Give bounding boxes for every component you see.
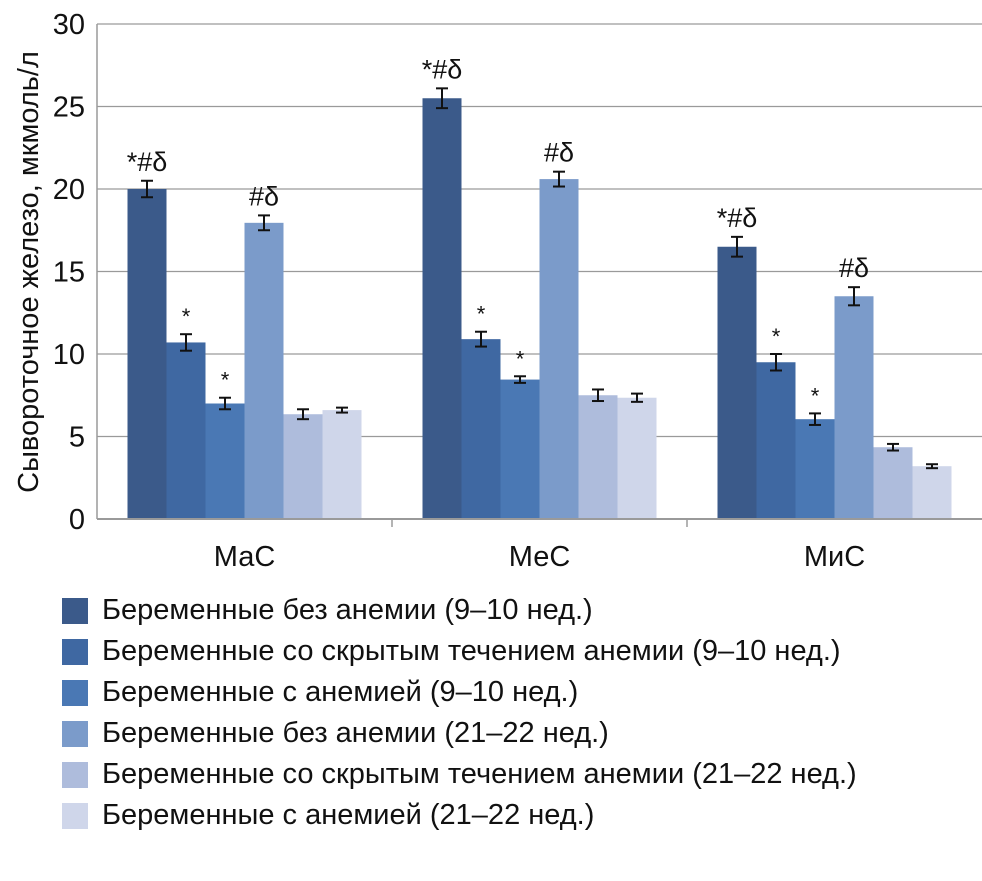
bar-chart: Сывороточное железо, мкмоль/л *#δ**#δ*#δ… [13, 9, 982, 573]
legend-label: Беременные со скрытым течением анемии (2… [102, 758, 857, 790]
legend-swatch [62, 802, 88, 829]
bar [205, 403, 245, 519]
y-tick-label: 20 [53, 174, 85, 206]
legend-label: Беременные без анемии (9–10 нед.) [102, 594, 593, 626]
error-bar [631, 392, 643, 403]
bar [127, 189, 167, 519]
error-bar [848, 286, 860, 307]
legend-item: Беременные без анемии (21–22 нед.) [62, 713, 857, 754]
significance-label: *#δ [422, 54, 463, 84]
y-tick-label: 5 [69, 422, 85, 454]
error-bar [926, 463, 938, 470]
legend-swatch [62, 679, 88, 706]
significance-label: * [221, 368, 230, 393]
error-bar [731, 235, 743, 258]
bar [166, 342, 206, 519]
legend-label: Беременные с анемией (9–10 нед.) [102, 676, 579, 708]
legend-swatch [62, 720, 88, 747]
bar [539, 179, 579, 519]
legend-item: Беременные с анемией (21–22 нед.) [62, 795, 857, 836]
bar [717, 246, 757, 519]
legend-swatch [62, 597, 88, 624]
legend-swatch [62, 638, 88, 665]
bar [322, 410, 362, 519]
significance-label: * [772, 324, 781, 349]
error-bar [180, 333, 192, 352]
bar [500, 379, 540, 519]
bar [617, 397, 657, 519]
significance-label: * [811, 383, 820, 408]
x-tick-label: МеС [509, 541, 571, 573]
y-tick-label: 25 [53, 92, 85, 124]
y-tick-label: 15 [53, 257, 85, 289]
error-bar [219, 396, 231, 411]
error-bar [475, 330, 487, 348]
bar [244, 222, 284, 519]
legend-label: Беременные с анемией (21–22 нед.) [102, 799, 595, 831]
significance-label: * [477, 302, 486, 327]
bar [756, 362, 796, 519]
legend-label: Беременные без анемии (21–22 нед.) [102, 717, 609, 749]
significance-label: * [516, 346, 525, 371]
error-bar [436, 87, 448, 110]
y-tick-label: 0 [69, 504, 85, 536]
error-bar [553, 170, 565, 188]
significance-label: *#δ [717, 203, 758, 233]
error-bar [258, 214, 270, 232]
legend-item: Беременные со скрытым течением анемии (9… [62, 631, 857, 672]
legend-item: Беременные без анемии (9–10 нед.) [62, 590, 857, 631]
bar [834, 296, 874, 519]
significance-label: * [182, 304, 191, 329]
bar [912, 466, 952, 519]
significance-label: #δ [839, 253, 869, 283]
error-bar [514, 375, 526, 384]
x-tick-label: МаС [214, 541, 276, 573]
error-bar [770, 353, 782, 372]
significance-label: #δ [249, 181, 279, 211]
error-bar [809, 412, 821, 426]
y-axis-label: Сывороточное железо, мкмоль/л [13, 51, 45, 493]
legend-swatch [62, 761, 88, 788]
significance-label: #δ [544, 138, 574, 168]
legend: Беременные без анемии (9–10 нед.) Беремен… [62, 590, 857, 836]
x-tick-label: МиС [804, 541, 865, 573]
bar [873, 447, 913, 519]
bar [422, 98, 462, 519]
y-tick-label: 10 [53, 339, 85, 371]
error-bar [297, 408, 309, 421]
legend-label: Беременные со скрытым течением анемии (9… [102, 635, 841, 667]
bar [283, 414, 323, 519]
bar [578, 395, 618, 519]
legend-item: Беременные с анемией (9–10 нед.) [62, 672, 857, 713]
error-bar [887, 442, 899, 452]
y-tick-label: 30 [53, 9, 85, 41]
bar [461, 339, 501, 519]
error-bar [336, 406, 348, 414]
error-bar [592, 388, 604, 403]
error-bar [141, 179, 153, 199]
significance-label: *#δ [127, 147, 168, 177]
bar [795, 419, 835, 519]
legend-item: Беременные со скрытым течением анемии (2… [62, 754, 857, 795]
